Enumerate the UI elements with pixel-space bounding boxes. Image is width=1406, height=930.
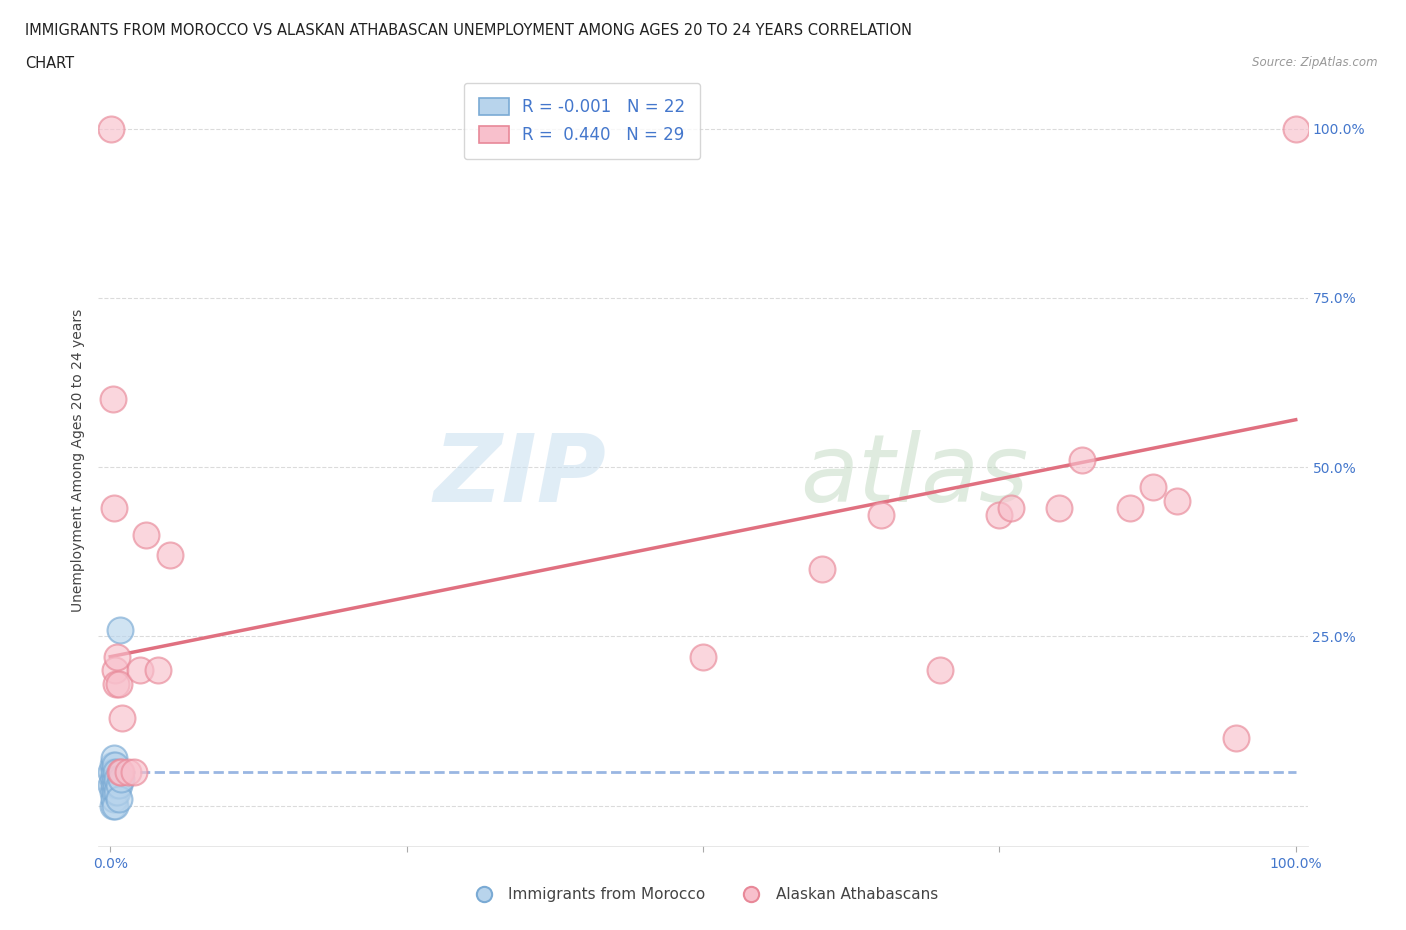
Point — [105, 764, 128, 779]
Point — [105, 777, 128, 792]
Point — [692, 649, 714, 664]
Point — [105, 785, 128, 800]
Point — [108, 764, 131, 779]
Y-axis label: Unemployment Among Ages 20 to 24 years: Unemployment Among Ages 20 to 24 years — [70, 309, 84, 612]
Point — [1000, 500, 1022, 515]
Point — [100, 777, 122, 792]
Point — [159, 548, 181, 563]
Point — [110, 764, 132, 779]
Point — [103, 751, 125, 765]
Point — [101, 392, 124, 406]
Point — [869, 507, 891, 522]
Point — [107, 791, 129, 806]
Text: Source: ZipAtlas.com: Source: ZipAtlas.com — [1253, 56, 1378, 69]
Point — [117, 764, 139, 779]
Legend: Immigrants from Morocco, Alaskan Athabascans: Immigrants from Morocco, Alaskan Athabas… — [463, 881, 943, 908]
Point — [110, 771, 132, 786]
Point — [122, 764, 145, 779]
Point — [101, 798, 124, 813]
Point — [100, 121, 122, 136]
Point — [988, 507, 1011, 522]
Text: atlas: atlas — [800, 431, 1028, 522]
Text: ZIP: ZIP — [433, 430, 606, 522]
Point — [104, 785, 127, 800]
Point — [104, 758, 127, 773]
Point — [1119, 500, 1142, 515]
Point — [107, 777, 129, 792]
Point — [1166, 494, 1188, 509]
Point — [105, 676, 128, 691]
Point — [1285, 121, 1308, 136]
Point — [105, 771, 128, 786]
Point — [104, 798, 127, 813]
Point — [1071, 453, 1094, 468]
Point — [107, 676, 129, 691]
Point — [105, 649, 128, 664]
Point — [108, 622, 131, 637]
Point — [103, 777, 125, 792]
Point — [103, 500, 125, 515]
Point — [101, 771, 124, 786]
Point — [100, 764, 122, 779]
Point — [103, 791, 125, 806]
Point — [146, 663, 169, 678]
Point — [810, 561, 832, 576]
Text: IMMIGRANTS FROM MOROCCO VS ALASKAN ATHABASCAN UNEMPLOYMENT AMONG AGES 20 TO 24 Y: IMMIGRANTS FROM MOROCCO VS ALASKAN ATHAB… — [25, 23, 912, 38]
Point — [129, 663, 152, 678]
Text: CHART: CHART — [25, 56, 75, 71]
Point — [929, 663, 952, 678]
Point — [1142, 480, 1164, 495]
Point — [104, 663, 127, 678]
Point — [111, 711, 134, 725]
Point — [1047, 500, 1070, 515]
Point — [103, 764, 125, 779]
Point — [101, 785, 124, 800]
Point — [1225, 731, 1247, 746]
Point — [101, 758, 124, 773]
Point — [135, 527, 157, 542]
Point — [104, 771, 127, 786]
